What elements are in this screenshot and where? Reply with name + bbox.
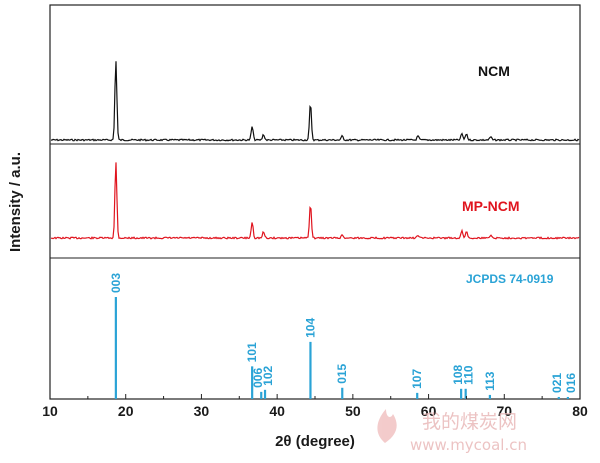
reference-lines [114, 297, 569, 399]
x-tick-label: 70 [496, 403, 512, 419]
watermark-url: www.mycoal.cn [410, 436, 527, 454]
series-ncm-line [50, 61, 580, 142]
reference-label-110: 110 [462, 365, 476, 385]
x-axis-ticks: 10 20 30 40 50 60 70 80 [42, 394, 588, 419]
x-tick-label: 50 [345, 403, 361, 419]
reference-label-107: 107 [410, 369, 424, 389]
series-label-mp-ncm: MP-NCM [462, 198, 520, 214]
watermark-text: 我的煤炭网 [422, 411, 517, 433]
x-tick-label: 20 [118, 403, 134, 419]
reference-label-006: 006 [251, 368, 265, 388]
reference-label-104: 104 [303, 318, 317, 338]
x-tick-label: 80 [572, 403, 588, 419]
x-tick-label: 30 [194, 403, 210, 419]
reference-label-108: 108 [451, 364, 465, 384]
reference-label-021: 021 [550, 373, 564, 393]
watermark: 我的煤炭网 www.mycoal.cn [377, 409, 527, 454]
reference-label-015: 015 [335, 363, 349, 383]
x-tick-label: 40 [269, 403, 285, 419]
y-axis-title: Intensity / a.u. [7, 152, 24, 252]
x-tick-label: 60 [421, 403, 437, 419]
series-label-ncm: NCM [478, 63, 510, 79]
reference-label-003: 003 [109, 273, 123, 293]
reference-label-101: 101 [245, 342, 259, 362]
reference-label-016: 016 [564, 373, 578, 393]
series-mp-ncm-line [50, 162, 580, 240]
reference-title: JCPDS 74-0919 [466, 272, 554, 286]
x-axis-title: 2θ (degree) [275, 433, 355, 450]
reference-label-113: 113 [483, 371, 497, 391]
x-tick-label: 10 [42, 403, 58, 419]
reference-label-102: 102 [261, 365, 275, 385]
flame-logo-icon [377, 409, 397, 443]
